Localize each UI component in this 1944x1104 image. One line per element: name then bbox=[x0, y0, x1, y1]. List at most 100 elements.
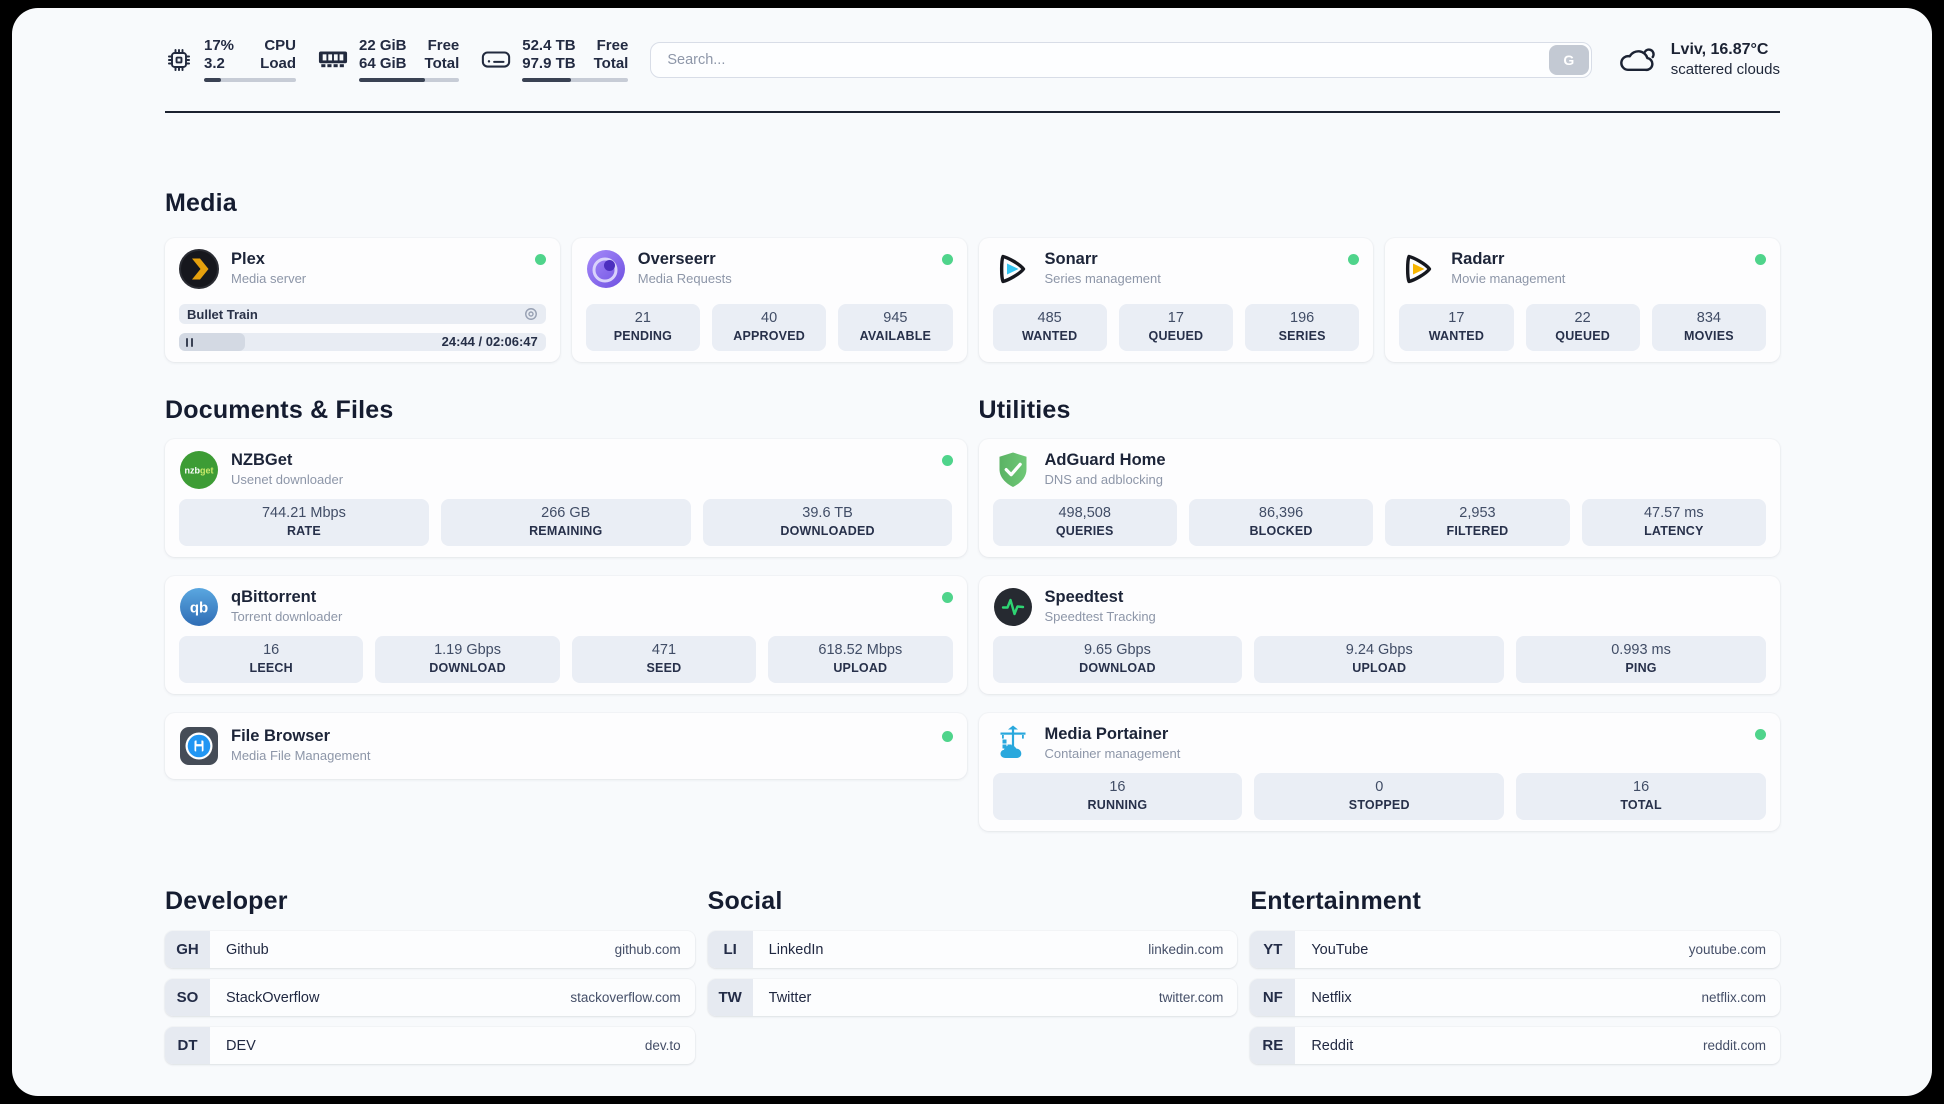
playback-progress-bar: 24:44 / 02:06:47 bbox=[179, 333, 546, 351]
status-dot bbox=[941, 731, 953, 742]
app-subtitle: Speedtest Tracking bbox=[1044, 609, 1156, 624]
app-card-filebrowser[interactable]: File Browser Media File Management bbox=[165, 713, 967, 779]
app-subtitle: Media server bbox=[231, 271, 307, 286]
app-card-sonarr[interactable]: Sonarr Series management 485 WANTED 17 QUE… bbox=[978, 238, 1374, 362]
cpu-widget: 17% 3.2 CPU Load bbox=[165, 37, 296, 82]
app-card-overseerr[interactable]: Overseerr Media Requests 21 PENDING 40 APP… bbox=[571, 238, 967, 362]
link-abbr: TW bbox=[707, 979, 753, 1016]
section-title-developer: Developer bbox=[165, 887, 288, 915]
memory-free-value: 22 GiB bbox=[359, 37, 407, 54]
app-subtitle: DNS and adblocking bbox=[1044, 472, 1164, 487]
link-twitter[interactable]: TW Twitter twitter.com bbox=[707, 979, 1238, 1016]
app-card-nzbget[interactable]: nzbget NZBGet Usenet downloader 744.21 M… bbox=[165, 439, 967, 557]
link-abbr: YT bbox=[1250, 931, 1296, 968]
stat-running: 16 RUNNING bbox=[992, 773, 1243, 820]
link-name: Github bbox=[226, 941, 269, 958]
status-dot bbox=[941, 592, 953, 603]
link-abbr: GH bbox=[165, 931, 210, 968]
link-abbr: LI bbox=[707, 931, 753, 968]
search-engine-button[interactable]: G bbox=[1548, 44, 1589, 75]
link-abbr: DT bbox=[165, 1027, 210, 1064]
speedtest-icon bbox=[993, 587, 1033, 627]
link-name: StackOverflow bbox=[226, 989, 320, 1006]
app-subtitle: Movie management bbox=[1451, 271, 1566, 286]
search-bar: G bbox=[650, 41, 1592, 78]
media-card-grid: Plex Media server Bullet Train bbox=[165, 238, 1780, 362]
link-url: youtube.com bbox=[1688, 942, 1766, 957]
link-url: github.com bbox=[614, 942, 681, 957]
status-dot bbox=[1755, 729, 1766, 740]
section-title-documents: Documents & Files bbox=[165, 396, 394, 424]
stat-movies: 834 MOVIES bbox=[1651, 304, 1766, 351]
pause-icon bbox=[186, 337, 194, 347]
link-linkedin[interactable]: LI LinkedIn linkedin.com bbox=[707, 931, 1238, 968]
link-abbr: SO bbox=[165, 979, 210, 1016]
stat-series: 196 SERIES bbox=[1245, 304, 1360, 351]
link-name: DEV bbox=[226, 1037, 256, 1054]
cpu-load-label: Load bbox=[260, 55, 296, 72]
stat-filtered: 2,953 FILTERED bbox=[1385, 499, 1570, 546]
disk-widget: 52.4 TB 97.9 TB Free Total bbox=[481, 37, 629, 82]
app-card-portainer[interactable]: Media Portainer Container management 16 R… bbox=[978, 713, 1780, 831]
app-name: Plex bbox=[231, 250, 265, 268]
link-url: linkedin.com bbox=[1148, 942, 1224, 957]
link-netflix[interactable]: NF Netflix netflix.com bbox=[1250, 979, 1780, 1016]
weather-location: Lviv, 16.87°C bbox=[1670, 40, 1769, 58]
section-title-utilities: Utilities bbox=[978, 396, 1071, 424]
search-input[interactable] bbox=[650, 41, 1592, 78]
app-subtitle: Torrent downloader bbox=[231, 609, 343, 624]
cpu-progress-bar bbox=[204, 78, 296, 82]
app-subtitle: Series management bbox=[1044, 271, 1161, 286]
link-name: Netflix bbox=[1311, 989, 1352, 1006]
playback-time: 24:44 / 02:06:47 bbox=[441, 334, 538, 349]
app-subtitle: Media File Management bbox=[231, 748, 371, 763]
link-name: Twitter bbox=[768, 989, 812, 1006]
link-url: stackoverflow.com bbox=[570, 990, 681, 1005]
status-dot bbox=[1348, 254, 1360, 265]
ram-icon bbox=[318, 49, 348, 70]
disk-progress-bar bbox=[522, 78, 629, 82]
top-header: 17% 3.2 CPU Load bbox=[165, 8, 1780, 113]
stat-latency: 47.57 ms LATENCY bbox=[1581, 499, 1766, 546]
stat-upload: 618.52 Mbps UPLOAD bbox=[768, 636, 953, 683]
link-abbr: RE bbox=[1250, 1027, 1296, 1064]
stat-upload: 9.24 Gbps UPLOAD bbox=[1254, 636, 1505, 683]
app-card-speedtest[interactable]: Speedtest Speedtest Tracking 9.65 Gbps DO… bbox=[978, 576, 1780, 694]
app-card-radarr[interactable]: Radarr Movie management 17 WANTED 22 QUEUE… bbox=[1385, 238, 1780, 362]
app-card-qbittorrent[interactable]: qb qBittorrent Torrent downloader 16 LEEC… bbox=[165, 576, 967, 694]
system-stats-bar: 17% 3.2 CPU Load bbox=[165, 37, 629, 82]
link-dev[interactable]: DT DEV dev.to bbox=[165, 1027, 695, 1064]
link-url: dev.to bbox=[644, 1038, 681, 1053]
link-abbr: NF bbox=[1250, 979, 1296, 1016]
section-title-social: Social bbox=[707, 887, 783, 915]
app-name: Overseerr bbox=[637, 250, 716, 268]
status-dot bbox=[534, 254, 546, 265]
app-card-adguard[interactable]: AdGuard Home DNS and adblocking 498,508 Q… bbox=[978, 439, 1780, 557]
stat-wanted: 485 WANTED bbox=[992, 304, 1107, 351]
svg-text:nzbget: nzbget bbox=[185, 466, 214, 476]
cloud-icon bbox=[1616, 43, 1659, 76]
app-name: Radarr bbox=[1451, 250, 1505, 268]
link-youtube[interactable]: YT YouTube youtube.com bbox=[1250, 931, 1780, 968]
weather-widget[interactable]: Lviv, 16.87°C scattered clouds bbox=[1616, 40, 1780, 80]
link-github[interactable]: GH Github github.com bbox=[165, 931, 695, 968]
stat-rate: 744.21 Mbps RATE bbox=[179, 499, 429, 546]
app-name: qBittorrent bbox=[231, 588, 317, 606]
portainer-icon bbox=[993, 724, 1033, 764]
cpu-label: CPU bbox=[264, 37, 296, 54]
stat-available: 945 AVAILABLE bbox=[838, 304, 953, 351]
app-card-plex[interactable]: Plex Media server Bullet Train bbox=[165, 238, 560, 362]
link-stackoverflow[interactable]: SO StackOverflow stackoverflow.com bbox=[165, 979, 695, 1016]
now-playing-bar[interactable]: Bullet Train bbox=[179, 304, 546, 324]
memory-progress-bar bbox=[359, 78, 460, 82]
app-name: AdGuard Home bbox=[1044, 451, 1166, 469]
memory-widget: 22 GiB 64 GiB Free Total bbox=[318, 37, 460, 82]
sonarr-icon bbox=[993, 249, 1033, 289]
app-name: Speedtest bbox=[1044, 588, 1124, 606]
overseerr-icon bbox=[586, 249, 626, 289]
link-reddit[interactable]: RE Reddit reddit.com bbox=[1250, 1027, 1780, 1064]
stat-download: 9.65 Gbps DOWNLOAD bbox=[992, 636, 1243, 683]
section-title-entertainment: Entertainment bbox=[1250, 887, 1422, 915]
stat-downloaded: 39.6 TB DOWNLOADED bbox=[702, 499, 953, 546]
